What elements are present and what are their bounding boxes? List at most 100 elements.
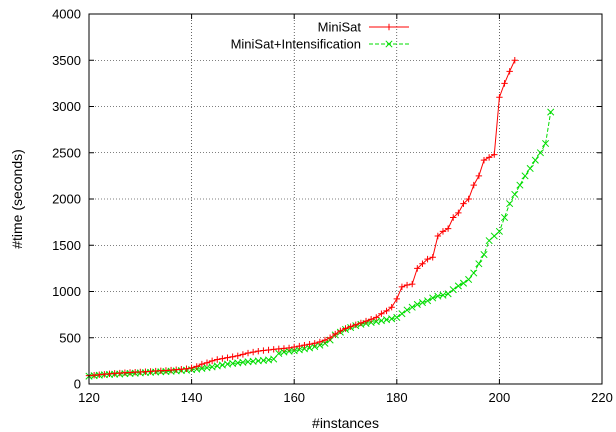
- data-point-marker: [244, 349, 252, 357]
- x-tick-label: 140: [181, 390, 203, 405]
- data-point-marker: [429, 294, 437, 302]
- series-layer: [85, 57, 555, 380]
- data-point-marker: [480, 156, 488, 164]
- y-tick-label: 4000: [52, 7, 81, 22]
- series-minisat-intensification: [85, 108, 555, 380]
- data-point-marker: [306, 344, 314, 352]
- data-point-marker: [383, 307, 390, 315]
- data-point-marker: [418, 299, 427, 307]
- data-point-marker: [475, 260, 483, 268]
- data-point-marker: [439, 228, 447, 235]
- data-point-marker: [326, 334, 334, 341]
- data-point-marker: [296, 342, 303, 350]
- data-point-marker: [506, 200, 514, 208]
- data-point-marker: [224, 354, 231, 361]
- data-point-marker: [234, 352, 241, 359]
- x-tick-label: 160: [283, 390, 305, 405]
- y-tick-label: 1000: [52, 284, 81, 299]
- data-point-marker: [347, 323, 354, 330]
- data-point-marker: [285, 344, 293, 352]
- data-point-marker: [449, 286, 457, 294]
- data-point-marker: [506, 68, 513, 75]
- data-point-marker: [306, 341, 313, 348]
- data-point-marker: [388, 315, 396, 323]
- x-tick-label: 120: [78, 390, 100, 405]
- data-point-marker: [500, 213, 509, 222]
- data-point-marker: [491, 151, 498, 158]
- data-point-marker: [255, 347, 262, 355]
- data-point-marker: [450, 214, 457, 221]
- y-tick-label: 3500: [52, 53, 81, 68]
- data-point-marker: [408, 303, 416, 311]
- data-point-marker: [521, 172, 529, 180]
- data-point-marker: [419, 260, 426, 267]
- y-tick-label: 2000: [52, 192, 81, 207]
- data-point-marker: [291, 343, 298, 351]
- y-tick-label: 1500: [52, 238, 81, 253]
- data-point-marker: [219, 355, 226, 362]
- y-tick-label: 3000: [52, 99, 81, 114]
- data-point-marker: [480, 250, 488, 259]
- data-point-marker: [496, 94, 503, 101]
- legend: MiniSat MiniSat+Intensification: [231, 20, 409, 52]
- data-point-marker: [378, 310, 385, 317]
- data-point-marker: [388, 304, 395, 311]
- data-point-marker: [454, 282, 462, 290]
- data-point-marker: [444, 225, 452, 232]
- data-point-marker: [203, 359, 211, 366]
- y-tick-label: 0: [74, 377, 81, 392]
- x-tick-label: 200: [489, 390, 511, 405]
- data-point-marker: [342, 325, 349, 332]
- data-point-marker: [495, 227, 503, 235]
- data-point-marker: [398, 310, 406, 318]
- data-point-marker: [198, 360, 206, 368]
- data-point-marker: [183, 365, 190, 372]
- data-point-marker: [214, 356, 221, 363]
- legend-marker: [385, 23, 393, 31]
- data-point-marker: [501, 80, 508, 87]
- data-point-marker: [516, 181, 524, 189]
- data-point-marker: [265, 346, 272, 354]
- data-point-marker: [229, 353, 236, 360]
- y-tick-label: 2500: [52, 145, 81, 160]
- series-minisat: [85, 57, 518, 379]
- data-point-marker: [542, 139, 550, 148]
- data-point-marker: [470, 269, 478, 277]
- data-point-marker: [408, 280, 416, 288]
- data-point-marker: [275, 349, 283, 358]
- data-point-marker: [434, 232, 442, 240]
- data-point-marker: [208, 357, 216, 365]
- data-point-marker: [270, 355, 278, 363]
- x-tick-label: 180: [386, 390, 408, 405]
- data-point-marker: [367, 316, 375, 323]
- data-point-marker: [332, 330, 339, 338]
- data-point-marker: [413, 300, 421, 309]
- data-point-marker: [357, 319, 365, 327]
- data-point-marker: [352, 321, 359, 328]
- data-point-marker: [403, 281, 411, 289]
- data-point-marker: [511, 57, 518, 64]
- data-point-marker: [547, 108, 555, 116]
- data-point-marker: [459, 279, 468, 287]
- data-point-marker: [193, 363, 200, 370]
- legend-label: MiniSat+Intensification: [231, 37, 361, 52]
- data-point-marker: [321, 336, 329, 344]
- data-point-marker: [439, 291, 447, 299]
- data-point-marker: [465, 195, 472, 203]
- x-axis-title: #instances: [312, 415, 379, 431]
- data-point-marker: [393, 313, 401, 321]
- data-point-marker: [470, 181, 477, 189]
- data-point-marker: [526, 164, 534, 173]
- legend-label: MiniSat: [318, 20, 362, 35]
- data-point-marker: [188, 364, 195, 372]
- axis-ticks: 0 500 1000 1500 2000 2500 3000 3500 4000 120 140 16…: [52, 7, 613, 406]
- data-point-marker: [429, 254, 436, 261]
- data-point-marker: [531, 156, 539, 164]
- data-point-marker: [536, 149, 544, 157]
- data-point-marker: [373, 314, 380, 321]
- data-point-marker: [393, 295, 400, 303]
- data-point-marker: [414, 265, 421, 272]
- data-point-marker: [460, 200, 467, 207]
